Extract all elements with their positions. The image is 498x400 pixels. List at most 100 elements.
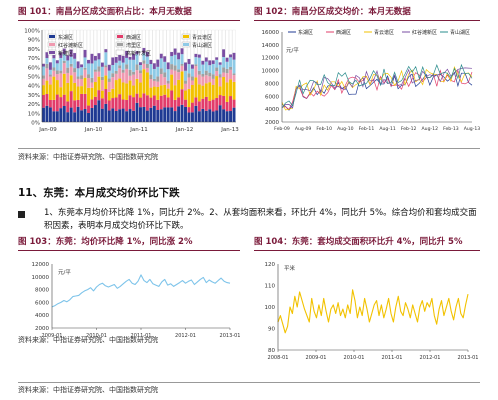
fig101-bar-segment <box>215 57 219 60</box>
fig101-bar-segment <box>211 99 215 112</box>
fig101-bar-segment <box>180 89 184 105</box>
fig101-bar-segment <box>93 29 98 57</box>
fig101-bar-segment <box>93 69 97 72</box>
fig103-title: 图 103：东莞：均价环比降 1%，同比涨 2% <box>18 237 193 247</box>
fig101-bar-segment <box>111 57 115 66</box>
fig101-bar-segment <box>97 71 101 77</box>
fig101-bar-segment <box>121 82 125 100</box>
fig101-bar-segment <box>177 106 181 122</box>
fig101-bar-segment <box>132 85 136 98</box>
fig101-legend-swatch <box>183 35 189 38</box>
fig101-bar-segment <box>90 63 94 78</box>
fig101-bar-segment <box>222 95 226 110</box>
fig101-bar-segment <box>93 55 97 61</box>
fig101-bar-segment <box>83 57 87 68</box>
fig102-title-rule <box>254 20 480 21</box>
fig101-bar-segment <box>69 91 73 108</box>
fig101-bar-segment <box>132 110 136 122</box>
fig101-bar-segment <box>170 90 174 108</box>
fig101-bar-segment <box>170 107 174 122</box>
fig101-bar-segment <box>83 93 87 109</box>
fig101-bar-segment <box>90 53 94 64</box>
fig101-bar-segment <box>166 97 170 108</box>
fig101-bar-segment <box>190 85 194 103</box>
fig101-bar-segment <box>52 67 56 71</box>
fig101-bar-segment <box>201 108 205 122</box>
fig101-bar-segment <box>218 86 222 96</box>
source-mid: 资料来源：中指证券研究院、中国指数研究院 <box>18 336 158 344</box>
fig103-xtick: 2009-01 <box>42 333 63 339</box>
fig101-ytick: 10% <box>28 111 40 117</box>
fig101-bar-segment <box>104 67 108 76</box>
fig101-bar-segment <box>166 80 170 84</box>
fig102-xtick: Aug-11 <box>379 126 396 132</box>
fig101-bar-segment <box>87 63 90 75</box>
fig101-bar-segment <box>184 90 187 100</box>
fig102-chart: 2000 4000 6000 8000 10000 12000 14000 16000 元/平 F… <box>262 29 481 132</box>
fig101-bar-segment <box>135 102 139 122</box>
fig101-bar-segment <box>83 69 87 78</box>
fig101-bar-segment <box>48 62 52 70</box>
fig101-bar-segment <box>149 59 153 65</box>
fig101-bar-segment <box>45 80 49 94</box>
fig101-bar-segment <box>52 99 56 112</box>
fig101-bar-segment <box>69 29 73 50</box>
fig101-bar-segment <box>142 106 146 122</box>
fig101-bar-segment <box>194 53 198 58</box>
fig101-bar-segment <box>59 29 63 53</box>
fig101-bar-segment <box>80 86 84 94</box>
fig101-bar-segment <box>170 69 174 75</box>
fig101-ytick: 100% <box>24 29 40 35</box>
fig101-bar-segment <box>69 75 73 92</box>
fig101-bar-segment <box>42 78 45 86</box>
fig101-ytick: 50% <box>28 75 40 81</box>
fig104-ytick: 120 <box>265 262 276 268</box>
fig103-chart: 2000 4000 6000 8000 10000 12000 元/平 2009-01 2010… <box>32 262 241 339</box>
fig101-bar-segment <box>111 77 115 89</box>
fig101-bar-segment <box>145 95 149 111</box>
fig101-bar-segment <box>190 76 194 81</box>
fig101-bar-segment <box>218 77 222 87</box>
fig101-bar-segment <box>73 68 77 73</box>
fig101-bar-segment <box>111 73 115 78</box>
fig101-bar-segment <box>159 109 163 122</box>
fig101-bar-segment <box>156 99 160 110</box>
fig101-bar-segment <box>128 29 132 57</box>
fig101-legend-label: 西湖区 <box>126 34 141 41</box>
fig101-bar-segment <box>173 85 177 100</box>
fig101-bar-segment <box>90 99 94 108</box>
fig101-bar-segment <box>48 74 52 77</box>
fig101-bar-segment <box>180 104 184 122</box>
fig101-bar-segment <box>125 111 129 122</box>
fig101-bar-segment <box>52 29 56 52</box>
fig101-bar-segment <box>111 29 115 58</box>
fig101-bar-segment <box>211 63 215 75</box>
fig101-bar-segment <box>142 29 146 49</box>
fig101-bar-segment <box>156 76 160 82</box>
fig101-bar-segment <box>222 72 226 78</box>
fig101-bar-segment <box>93 105 97 122</box>
fig101-bar-segment <box>187 64 191 74</box>
fig101-bar-segment <box>104 29 108 50</box>
fig101-xtick: Jan-10 <box>84 127 103 133</box>
fig101-bar-segment <box>59 52 63 58</box>
fig101-bar-segment <box>149 107 153 122</box>
fig101-legend-swatch <box>49 35 55 38</box>
fig101-bar-segment <box>139 62 142 66</box>
fig101-bar-segment <box>62 73 66 95</box>
fig101-bar-segment <box>166 62 170 70</box>
fig101-bar-segment <box>232 59 236 74</box>
fig101-bar-segment <box>173 65 177 71</box>
fig101-bar-segment <box>139 107 142 122</box>
fig101-ytick: 40% <box>28 84 40 90</box>
fig101-bar-segment <box>187 107 191 113</box>
fig101-bar-segment <box>177 72 181 80</box>
fig101-bar-segment <box>62 53 66 61</box>
fig101-bar-segment <box>201 76 205 86</box>
fig101-bar-segment <box>118 68 122 79</box>
fig101-bar-segment <box>152 68 156 79</box>
fig101-bar-segment <box>128 69 132 76</box>
fig101-bar-segment <box>128 95 132 110</box>
fig101-bar-segment <box>107 110 111 122</box>
fig101-bar-segment <box>222 56 226 68</box>
